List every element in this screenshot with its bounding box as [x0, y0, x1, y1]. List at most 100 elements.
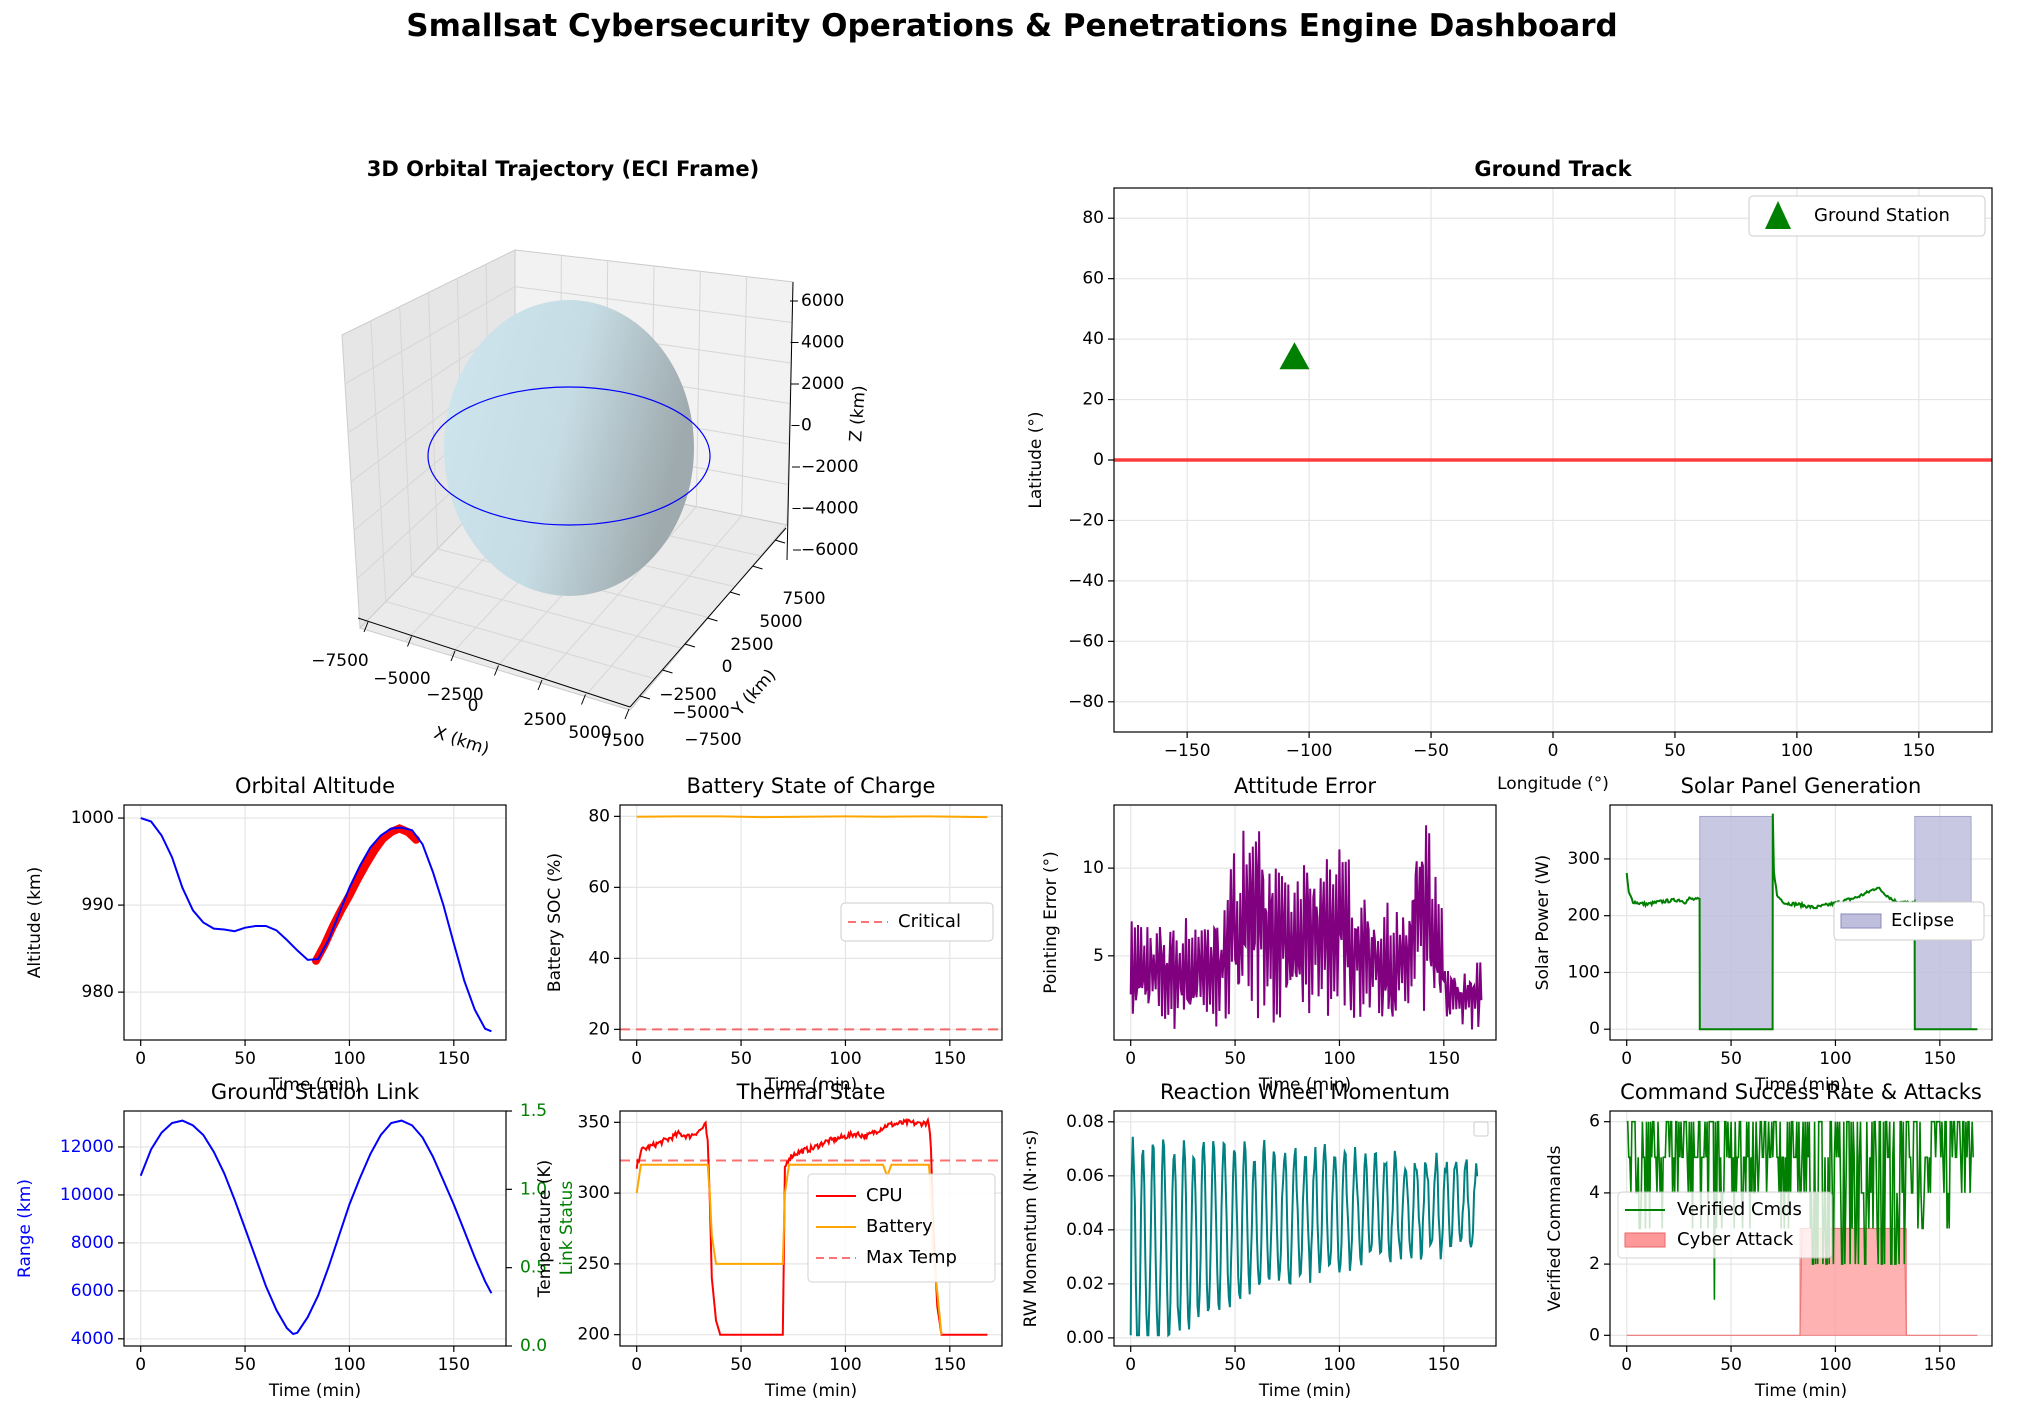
orbit3d-xtick [581, 694, 586, 705]
attitude-ytick-label: 10 [1082, 858, 1104, 878]
attitude-plot-area [1129, 825, 1483, 1030]
ground-station-marker [1279, 342, 1310, 370]
solar-xtick-label: 150 [1924, 1049, 1956, 1069]
groundtrack-ylabel: Latitude (°) [1026, 411, 1046, 508]
battery-title: Battery State of Charge [687, 774, 936, 798]
solar-eclipse-region [1699, 815, 1774, 1030]
altitude-plot-area [140, 817, 492, 1033]
orbit3d-ytick-label: −2500 [659, 685, 717, 705]
wheel-chart: 0 50 100 150 0.00 0.02 0.04 0.06 0.08 Reaction Wh… [1021, 1080, 1497, 1401]
orbit3d-ytick [774, 539, 786, 544]
battery-legend-label: Critical [898, 911, 961, 932]
groundtrack-plot-area [1114, 342, 1992, 462]
thermal-ylabel: Temperature (K) [535, 1160, 555, 1299]
solar-ytick-label: 300 [1568, 849, 1600, 869]
orbit3d-ytick [707, 617, 718, 622]
wheel-xtick-label: 150 [1428, 1355, 1460, 1375]
attitude-ytick-label: 5 [1093, 946, 1104, 966]
orbit3d-z-axis [786, 281, 794, 561]
link-xtick-label: 0 [135, 1355, 146, 1375]
orbit3d-ztick-label: −2000 [801, 457, 859, 477]
orbit3d-xtick [494, 665, 499, 676]
commands-chart: 0 50 100 150 0 2 4 6 Command Success Rate & Atta… [1545, 1080, 1993, 1401]
thermal-legend-label: CPU [866, 1185, 903, 1206]
battery-xtick-label: 150 [934, 1049, 966, 1069]
orbit3d-xtick [363, 621, 369, 633]
groundtrack-title: Ground Track [1474, 157, 1632, 181]
groundtrack-xtick-label: −100 [1286, 741, 1333, 761]
wheel-xlabel: Time (min) [1258, 1381, 1351, 1401]
link-y2tick-label: 1.5 [520, 1101, 547, 1121]
figure-title: Smallsat Cybersecurity Operations & Pene… [406, 8, 1618, 44]
groundtrack-xtick-label: 150 [1903, 741, 1935, 761]
commands-legend-label: Cyber Attack [1677, 1229, 1794, 1250]
groundtrack-ytick-label: 40 [1082, 329, 1104, 349]
groundtrack-ytick-label: 60 [1082, 269, 1104, 289]
wheel-ytick-label: 0.08 [1066, 1112, 1104, 1132]
attitude-xtick-label: 150 [1428, 1049, 1460, 1069]
groundtrack-ytick-label: 0 [1093, 450, 1104, 470]
wheel-xtick-label: 50 [1224, 1355, 1246, 1375]
orbit3d-ylabel: Y (km) [728, 665, 781, 720]
groundtrack-xtick-label: −150 [1164, 741, 1211, 761]
solar-ytick-label: 200 [1568, 906, 1600, 926]
thermal-ytick-label: 200 [578, 1325, 610, 1345]
orbit3d-xtick-label: −7500 [311, 651, 369, 671]
orbit3d-xtick-label: −5000 [373, 669, 431, 689]
thermal-cpu-line [635, 1116, 988, 1336]
altitude-title: Orbital Altitude [235, 774, 395, 798]
orbit3d-ytick-label: −5000 [672, 703, 730, 723]
thermal-legend-label: Max Temp [866, 1247, 957, 1268]
orbit3d-ztick-label: 6000 [801, 291, 844, 311]
wheel-momentum-line [1129, 1136, 1479, 1338]
groundtrack-xlabel: Longitude (°) [1497, 774, 1609, 794]
battery-ylabel: Battery SOC (%) [545, 853, 565, 992]
altitude-xtick-label: 150 [438, 1049, 470, 1069]
altitude-xlabel: Time (min) [268, 1075, 361, 1095]
orbit3d-y-axis [629, 527, 787, 708]
altitude-chart: 0 50 100 150 980 990 1000 Orbital Altitude Time … [25, 774, 507, 1095]
thermal-title: Thermal State [736, 1080, 886, 1104]
orbit3d-x-axis [357, 617, 631, 708]
commands-xtick-label: 0 [1621, 1355, 1632, 1375]
solar-legend-box [1833, 901, 1985, 941]
groundtrack-ytick-label: −40 [1068, 571, 1104, 591]
orbit3d-ytick [752, 565, 763, 570]
link-ytick-label: 6000 [71, 1281, 114, 1301]
solar-xtick-label: 50 [1720, 1049, 1742, 1069]
thermal-ytick-label: 250 [578, 1254, 610, 1274]
link-xtick-label: 50 [234, 1355, 256, 1375]
wheel-ytick-label: 0.02 [1066, 1274, 1104, 1294]
link-ytick-label: 10000 [60, 1185, 114, 1205]
thermal-legend-box [807, 1173, 996, 1283]
thermal-frame [619, 1110, 1003, 1347]
orbit3d-ztick-label: −4000 [801, 499, 859, 519]
attitude-title: Attitude Error [1234, 774, 1376, 798]
solar-legend: Eclipse [1833, 901, 1985, 941]
altitude-grid [124, 805, 506, 1040]
attitude-xtick-label: 50 [1224, 1049, 1246, 1069]
thermal-battery-line [635, 1163, 943, 1335]
solar-xtick-label: 100 [1819, 1049, 1851, 1069]
groundtrack-ytick-label: −60 [1068, 631, 1104, 651]
groundtrack-chart: −150 −100 −50 0 50 100 150 −80 −60 −40 −20 0 20 40 60 8… [1026, 157, 1993, 794]
solar-xlabel: Time (min) [1754, 1075, 1847, 1095]
battery-ytick-label: 40 [588, 948, 610, 968]
wheel-title: Reaction Wheel Momentum [1160, 1080, 1450, 1104]
altitude-ytick-label: 990 [82, 895, 114, 915]
altitude-xtick-label: 100 [333, 1049, 365, 1069]
thermal-xtick-label: 150 [934, 1355, 966, 1375]
thermal-ytick-label: 300 [578, 1183, 610, 1203]
groundtrack-legend: Ground Station [1748, 195, 1986, 237]
link-ytick-label: 12000 [60, 1137, 114, 1157]
thermal-legend-label: Battery [866, 1216, 933, 1237]
link-xtick-label: 100 [333, 1355, 365, 1375]
battery-xtick-label: 100 [829, 1049, 861, 1069]
commands-ylabel: Verified Commands [1545, 1145, 1565, 1311]
attitude-frame [1113, 804, 1497, 1041]
link-xlabel: Time (min) [268, 1381, 361, 1401]
commands-title: Command Success Rate & Attacks [1620, 1080, 1982, 1104]
orbit3d-xlabel: X (km) [431, 723, 491, 760]
thermal-xtick-label: 100 [829, 1355, 861, 1375]
battery-legend: Critical [840, 902, 994, 942]
